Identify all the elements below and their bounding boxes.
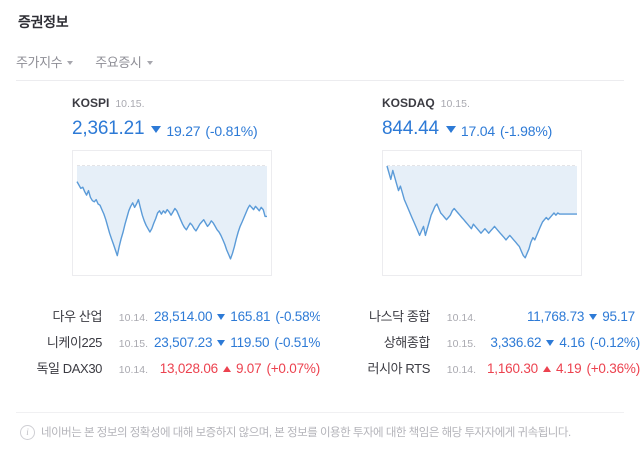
row-price: 1,160.30 — [487, 361, 538, 376]
row-label: 니케이225 — [46, 335, 103, 350]
table-row[interactable]: 나스닥 종합 10.14. 11,768.73 95.17 — [320, 306, 640, 332]
kosdaq-area-fill — [387, 166, 577, 258]
triangle-down-icon — [217, 314, 226, 320]
kospi-chart-svg — [76, 165, 267, 260]
nav-bar: 주가지수 주요증시 — [16, 52, 153, 71]
kosdaq-chart[interactable] — [382, 150, 582, 276]
nav-item-label: 주가지수 — [16, 55, 63, 70]
row-change: 95.17 — [602, 309, 635, 324]
row-change: 119.50 — [230, 335, 270, 350]
row-percent: (-0.12%) — [589, 335, 640, 350]
row-percent: (-0.51%) — [274, 335, 320, 350]
row-price: 3,336.62 — [490, 335, 542, 350]
row-label: 다우 산업 — [52, 309, 103, 324]
row-label: 독일 DAX30 — [36, 361, 102, 376]
kosdaq-chart-svg — [386, 165, 577, 259]
row-date: 10.14. — [446, 312, 476, 324]
index-date: 10.15. — [440, 98, 470, 110]
world-index-column-left: 다우 산업 10.14. 28,514.00 165.81 (-0.58%) 니… — [0, 306, 320, 384]
table-row[interactable]: 니케이225 10.15. 23,507.23 119.50 (-0.51%) — [0, 332, 320, 358]
row-price: 23,507.23 — [154, 335, 213, 350]
footer-disclaimer: i 네이버는 본 정보의 정확성에 대해 보증하지 않으며, 본 정보를 이용한… — [20, 424, 571, 440]
row-values: 28,514.00 165.81 (-0.58%) — [148, 309, 320, 324]
row-change: 4.19 — [555, 361, 582, 376]
row-values: 13,028.06 9.07 (+0.07%) — [148, 361, 320, 376]
index-change-percent: (-0.81%) — [205, 122, 258, 139]
info-icon: i — [20, 424, 35, 440]
index-panels: KOSPI 10.15. 2,361.21 19.27 (-0.81%) — [0, 96, 640, 276]
index-header: KOSDAQ 10.15. — [382, 96, 624, 112]
index-name: KOSDAQ — [382, 96, 435, 110]
index-value: 844.44 — [382, 118, 439, 139]
nav-item-stock-index[interactable]: 주가지수 — [16, 52, 74, 71]
nav-item-major-markets[interactable]: 주요증시 — [95, 52, 153, 71]
row-change: 4.16 — [559, 335, 585, 350]
kosdaq-line-series — [386, 165, 577, 259]
row-date: 10.14. — [118, 312, 148, 324]
page-title: 증권정보 — [18, 14, 69, 30]
row-date: 10.15. — [118, 338, 148, 350]
row-values: 11,768.73 95.17 — [476, 309, 640, 324]
chevron-down-icon — [67, 60, 74, 65]
row-percent: (-0.58%) — [275, 309, 320, 324]
world-index-table: 다우 산업 10.14. 28,514.00 165.81 (-0.58%) 니… — [0, 306, 640, 384]
row-label: 상해종합 — [383, 335, 431, 350]
index-quote: 2,361.21 19.27 (-0.81%) — [72, 118, 312, 140]
row-date: 10.14. — [118, 364, 148, 376]
index-date: 10.15. — [115, 98, 145, 110]
index-change: 19.27 (-0.81%) — [151, 122, 258, 139]
row-percent: (+0.36%) — [586, 361, 640, 376]
table-row[interactable]: 독일 DAX30 10.14. 13,028.06 9.07 (+0.07%) — [0, 358, 320, 384]
index-panel-kospi[interactable]: KOSPI 10.15. 2,361.21 19.27 (-0.81%) — [0, 96, 312, 276]
index-change-percent: (-1.98%) — [499, 122, 553, 139]
table-row[interactable]: 다우 산업 10.14. 28,514.00 165.81 (-0.58%) — [0, 306, 320, 332]
row-date: 10.15. — [446, 338, 476, 350]
triangle-up-icon — [542, 366, 551, 372]
row-values: 1,160.30 4.19 (+0.36%) — [476, 361, 640, 376]
triangle-down-icon — [217, 340, 226, 346]
footer-divider — [16, 412, 624, 413]
index-panel-kosdaq[interactable]: KOSDAQ 10.15. 844.44 17.04 (-1.98%) — [312, 96, 624, 276]
index-change: 17.04 (-1.98%) — [445, 122, 553, 139]
row-price: 13,028.06 — [159, 361, 218, 376]
triangle-up-icon — [222, 366, 231, 372]
world-index-column-right: 나스닥 종합 10.14. 11,768.73 95.17 상해종합 10.15… — [320, 306, 640, 384]
chevron-down-icon — [146, 60, 153, 65]
row-label: 러시아 RTS — [367, 361, 431, 376]
nav-item-label: 주요증시 — [95, 55, 142, 70]
kospi-line-series — [76, 181, 267, 260]
row-label: 나스닥 종합 — [368, 309, 430, 324]
row-price: 11,768.73 — [526, 309, 585, 324]
triangle-down-icon — [151, 126, 162, 133]
table-row[interactable]: 상해종합 10.15. 3,336.62 4.16 (-0.12%) — [320, 332, 640, 358]
nav-divider — [16, 80, 624, 81]
row-change: 165.81 — [230, 309, 271, 324]
triangle-down-icon — [546, 340, 555, 346]
triangle-down-icon — [445, 126, 456, 133]
footer-text: 네이버는 본 정보의 정확성에 대해 보증하지 않으며, 본 정보를 이용한 투… — [41, 427, 571, 439]
row-values: 23,507.23 119.50 (-0.51%) — [148, 335, 320, 350]
row-percent: (+0.07%) — [266, 361, 320, 376]
table-row[interactable]: 러시아 RTS 10.14. 1,160.30 4.19 (+0.36%) — [320, 358, 640, 384]
index-quote: 844.44 17.04 (-1.98%) — [382, 118, 624, 140]
kospi-chart[interactable] — [72, 150, 272, 276]
index-header: KOSPI 10.15. — [72, 96, 312, 112]
index-name: KOSPI — [72, 96, 110, 110]
index-value: 2,361.21 — [72, 118, 145, 139]
index-change-amount: 19.27 — [166, 122, 201, 139]
row-date: 10.14. — [446, 364, 476, 376]
row-change: 9.07 — [235, 361, 262, 376]
row-price: 28,514.00 — [154, 309, 213, 324]
triangle-down-icon — [589, 314, 598, 320]
index-change-amount: 17.04 — [460, 122, 495, 139]
row-values: 3,336.62 4.16 (-0.12%) — [476, 335, 640, 350]
